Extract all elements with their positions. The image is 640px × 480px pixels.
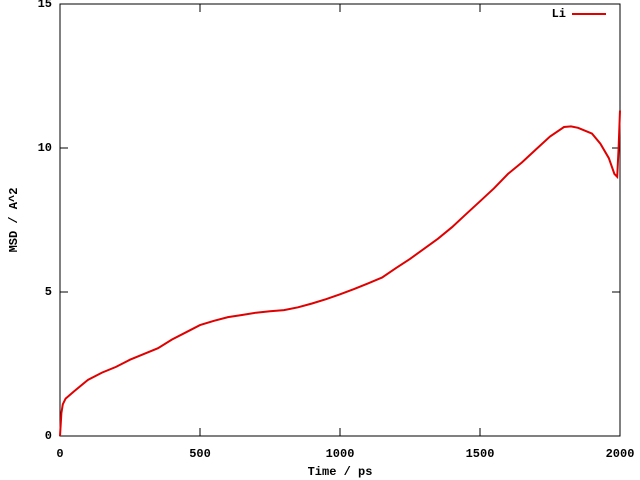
- plot-frame: [59, 3, 621, 437]
- data-line: [59, 110, 621, 437]
- legend-label: Li: [552, 7, 566, 21]
- x-tick-label: 1500: [466, 447, 495, 461]
- y-axis-label: MSD / A^2: [7, 188, 21, 253]
- y-tick-label: 5: [45, 285, 52, 299]
- y-tick-label: 15: [38, 0, 52, 11]
- y-tick-label: 10: [38, 141, 52, 155]
- x-axis-label: Time / ps: [308, 465, 373, 479]
- x-tick-label: 500: [189, 447, 211, 461]
- x-tick-label: 2000: [606, 447, 635, 461]
- y-tick-label: 0: [45, 429, 52, 443]
- x-tick-label: 0: [56, 447, 63, 461]
- x-tick-label: 1000: [326, 447, 355, 461]
